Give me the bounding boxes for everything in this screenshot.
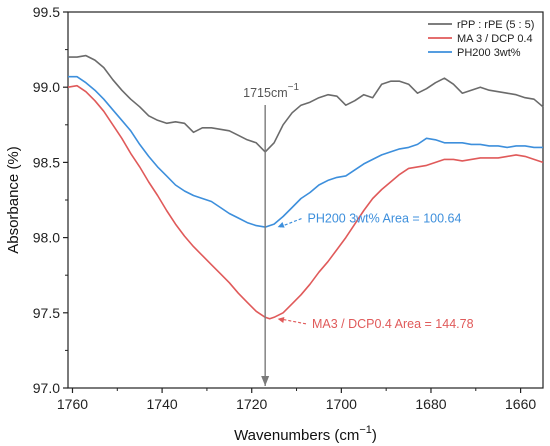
- x-tick-label-1: 1740: [147, 396, 178, 412]
- x-axis-title-main: Wavenumbers (cm: [234, 427, 359, 444]
- x-tick-label-4: 1680: [415, 396, 446, 412]
- series-layer: [67, 54, 544, 320]
- plot-border: [67, 11, 544, 389]
- annotation-arrowhead-0: [277, 221, 285, 228]
- legend-label-2: PH200 3wt%: [457, 47, 521, 59]
- annotation-leader-1: [279, 318, 307, 325]
- legend: rPP : rPE (5 : 5) MA 3 / DCP 0.4 PH200 3wt…: [428, 19, 534, 59]
- annotation-leader-0: [279, 218, 302, 228]
- annotation-arrowhead-1: [277, 317, 285, 323]
- x-axis-title-tail: ): [372, 427, 377, 444]
- y-axis-title: Absorbance (%): [5, 146, 22, 254]
- y-tick-label-1: 97.5: [33, 305, 60, 321]
- y-tick-label-0: 97.0: [33, 380, 60, 396]
- annotation-layer: PH200 3wt% Area = 100.64 MA3 / DCP0.4 Are…: [277, 212, 474, 331]
- series-line-0: [68, 54, 544, 153]
- series-line-2: [68, 75, 543, 228]
- legend-label-1: MA 3 / DCP 0.4: [457, 33, 533, 45]
- x-tick-label-5: 1660: [505, 396, 536, 412]
- plot-area: [67, 11, 544, 389]
- vertical-marker-layer: 1715cm−1: [243, 82, 299, 386]
- marker-label: 1715cm−1: [243, 82, 299, 100]
- marker-arrowhead: [261, 376, 270, 386]
- x-tick-label-3: 1700: [326, 396, 357, 412]
- x-axis-title-sup: −1: [359, 424, 372, 436]
- legend-label-0: rPP : rPE (5 : 5): [457, 19, 534, 31]
- y-tick-label-4: 99.0: [33, 79, 60, 95]
- y-tick-label-5: 99.5: [33, 4, 60, 20]
- marker-label-main: 1715cm: [243, 86, 287, 100]
- y-tick-label-2: 98.0: [33, 230, 60, 246]
- x-axis-title: Wavenumbers (cm−1): [234, 424, 377, 444]
- x-tick-label-0: 1760: [57, 396, 88, 412]
- annotation-text-0: PH200 3wt% Area = 100.64: [308, 212, 462, 226]
- annotation-text-1: MA3 / DCP0.4 Area = 144.78: [312, 317, 474, 331]
- marker-label-sup: −1: [288, 82, 300, 93]
- y-tick-label-3: 98.5: [33, 154, 60, 170]
- x-tick-label-2: 1720: [236, 396, 267, 412]
- axes-layer: 1760 1740 1720 1700 1680 1660 97.0 97.5 98.0 98.5…: [5, 4, 536, 444]
- series-line-1: [67, 84, 544, 320]
